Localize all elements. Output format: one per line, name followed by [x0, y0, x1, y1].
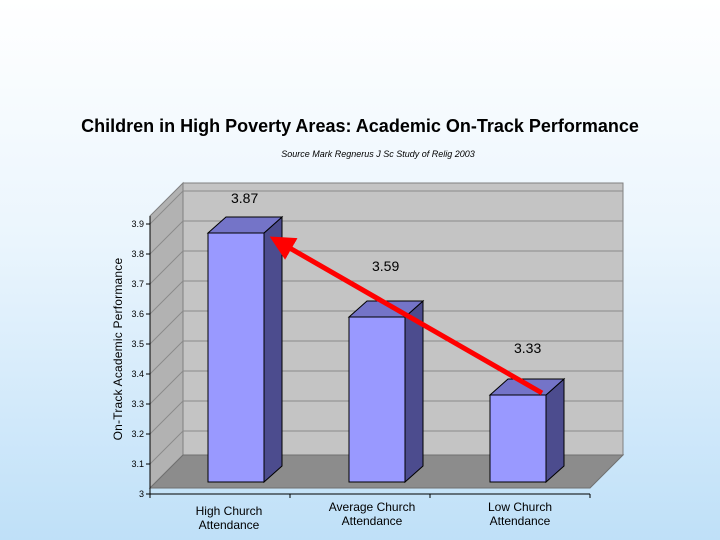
y-tick-label: 3.3 [131, 399, 144, 409]
chart-title: Children in High Poverty Areas: Academic… [81, 116, 639, 136]
gridline [149, 310, 184, 345]
data-label: 3.33 [514, 340, 542, 356]
gridline [149, 400, 184, 435]
gridline [149, 220, 184, 255]
data-label: 3.59 [372, 258, 400, 274]
gridline [149, 280, 184, 315]
y-axis: 3 3.1 3.2 3.3 3.4 3.5 3.6 3.7 3.8 3.9 [131, 216, 591, 499]
side-wall [149, 181, 184, 490]
bar-low-church-attendance [489, 394, 547, 483]
x-tick-label: High Church Attendance [195, 504, 263, 532]
y-tick-label: 3.8 [131, 249, 144, 259]
gridline [149, 370, 184, 405]
gridline [149, 250, 184, 285]
y-tick-label: 3.2 [131, 429, 144, 439]
x-tick-label: Low Church Attendance [487, 500, 553, 528]
bar-side [263, 215, 283, 484]
trend-arrow [269, 236, 544, 396]
x-tick-label: Average Church Attendance [328, 500, 416, 528]
y-tick-label: 3.6 [131, 309, 144, 319]
bar-average-church-attendance [348, 316, 406, 483]
y-tick-label: 3.4 [131, 369, 144, 379]
bar-high-church-attendance [207, 232, 265, 483]
y-tick-label: 3.9 [131, 219, 144, 229]
gridline [149, 190, 184, 225]
data-label: 3.87 [231, 190, 259, 206]
gridline [149, 430, 184, 465]
y-tick-label: 3 [139, 489, 144, 499]
bar-side [545, 377, 565, 484]
y-tick-label: 3.5 [131, 339, 144, 349]
y-tick-label: 3.1 [131, 459, 144, 469]
y-tick-label: 3.7 [131, 279, 144, 289]
gridline [149, 340, 184, 375]
bars [206, 215, 566, 484]
bar-side [404, 299, 424, 484]
chart-subtitle: Source Mark Regnerus J Sc Study of Relig… [281, 149, 475, 159]
